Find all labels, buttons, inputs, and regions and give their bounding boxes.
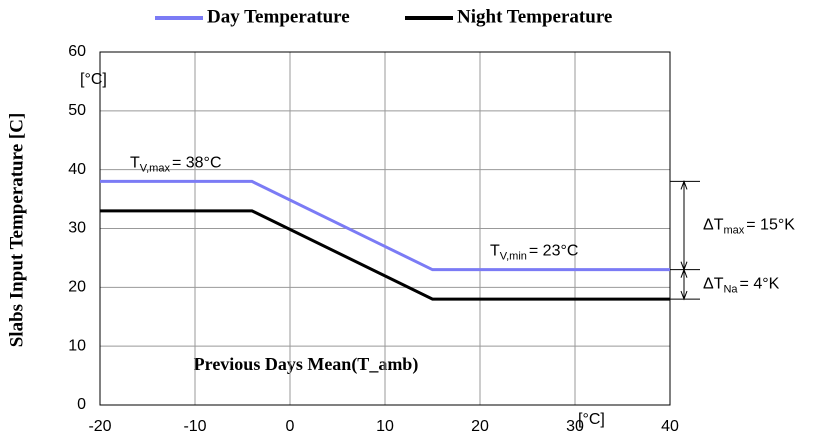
y-tick-label: 40	[68, 161, 86, 178]
legend-label: Day Temperature	[207, 6, 350, 27]
annotation-main: ΔT	[703, 217, 724, 234]
x-tick-label: 20	[471, 418, 489, 435]
annotation-rest: = 15°K	[746, 217, 795, 234]
annotation-rest: = 4°K	[740, 276, 780, 293]
y-tick-label: 50	[68, 102, 86, 119]
annotation-sub: V,max	[140, 162, 171, 174]
series-line	[100, 179, 670, 272]
plot-frame	[99, 51, 671, 406]
x-tick-label: 10	[376, 418, 394, 435]
y-axis-label: Slabs Input Temperature [C]	[6, 113, 27, 348]
x-unit: [°C]	[578, 411, 605, 428]
arrow-head	[680, 268, 688, 278]
arrow-head	[680, 290, 688, 301]
y-tick-label: 10	[68, 337, 86, 354]
annotation-main: T	[490, 243, 500, 260]
y-tick-label: 60	[68, 43, 86, 60]
annotation: ΔTmax = 15°K	[703, 217, 795, 237]
x-tick-label: 30	[566, 418, 584, 435]
annotation-sub: V,min	[500, 251, 527, 263]
x-tick-label: -20	[88, 418, 111, 435]
annotation: TV,max = 38°C	[130, 155, 222, 175]
y-unit: [°C]	[80, 71, 107, 88]
annotation-sub: max	[723, 224, 744, 236]
x-tick-label: 40	[661, 418, 679, 435]
annotation-rest: = 38°C	[172, 155, 222, 172]
legend-label: Night Temperature	[457, 6, 612, 27]
series-line	[100, 209, 670, 301]
x-tick-label: -10	[183, 418, 206, 435]
y-tick-label: 30	[68, 220, 86, 237]
annotation-rest: = 23°C	[529, 243, 579, 260]
annotation: ΔTNa = 4°K	[703, 276, 780, 296]
x-axis-label: Previous Days Mean(T_amb)	[194, 354, 419, 375]
arrow-head	[680, 180, 688, 190]
annotation-sub: Na	[723, 283, 738, 295]
annotation-main: T	[130, 155, 140, 172]
y-tick-label: 20	[68, 279, 86, 296]
annotation-main: ΔT	[703, 276, 724, 293]
x-tick-label: 0	[286, 418, 295, 435]
y-tick-label: 0	[77, 396, 86, 413]
annotation: TV,min = 23°C	[490, 243, 578, 263]
